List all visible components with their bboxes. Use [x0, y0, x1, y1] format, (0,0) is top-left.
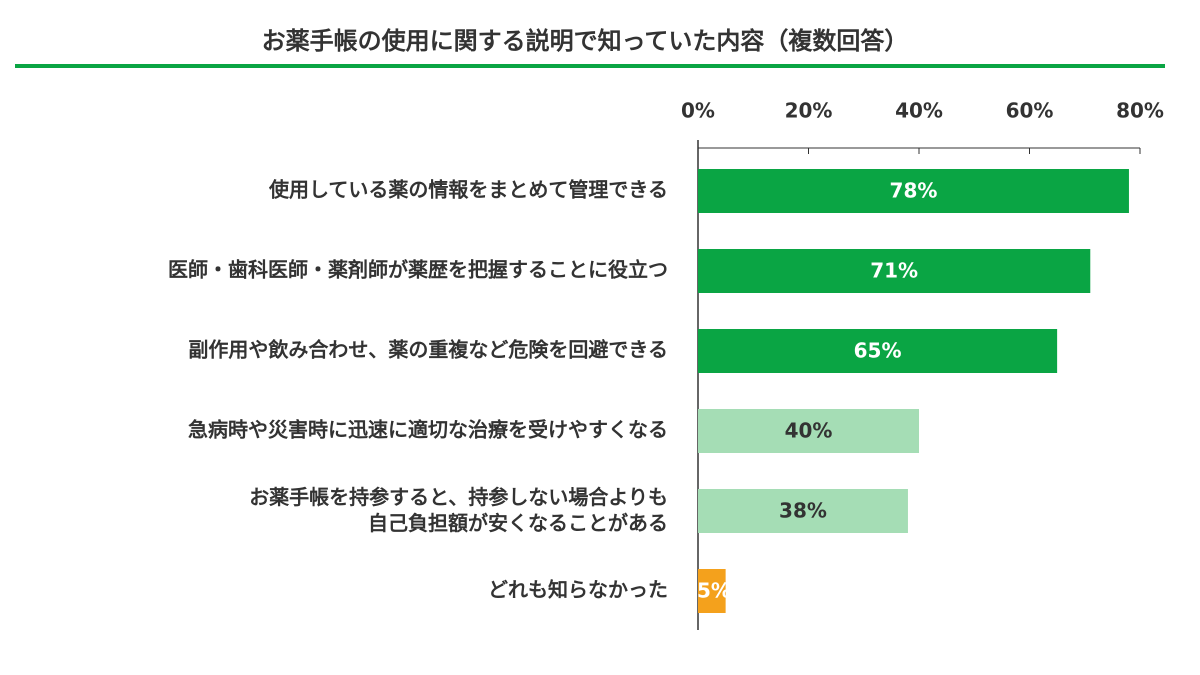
category-label: 使用している薬の情報をまとめて管理できる: [268, 178, 668, 202]
category-label: どれも知らなかった: [488, 578, 668, 602]
category-label: お薬手帳を持参すると、持参しない場合よりも自己負担額が安くなることがある: [249, 485, 668, 535]
x-tick-label: 40%: [895, 99, 943, 123]
bar: [698, 569, 726, 613]
category-label: 医師・歯科医師・薬剤師が薬歴を把握することに役立つ: [168, 258, 668, 282]
bar: [698, 169, 1129, 213]
category-label: 急病時や災害時に迅速に適切な治療を受けやすくなる: [188, 418, 668, 442]
value-label: 5%: [697, 579, 731, 603]
bar: [698, 409, 919, 453]
x-tick-label: 20%: [785, 99, 833, 123]
x-tick-label: 0%: [681, 99, 715, 123]
value-label: 40%: [785, 419, 833, 443]
chart-title: お薬手帳の使用に関する説明で知っていた内容（複数回答）: [262, 27, 909, 55]
value-label: 65%: [854, 339, 902, 363]
bar: [698, 489, 908, 533]
value-label: 38%: [779, 499, 827, 523]
x-tick-label: 60%: [1006, 99, 1054, 123]
category-label: 副作用や飲み合わせ、薬の重複など危険を回避できる: [188, 338, 668, 362]
x-tick-label: 80%: [1116, 99, 1164, 123]
bar: [698, 249, 1091, 293]
title-underline: [15, 64, 1165, 68]
value-label: 71%: [870, 259, 918, 283]
bar: [698, 329, 1058, 373]
value-label: 78%: [890, 179, 938, 203]
